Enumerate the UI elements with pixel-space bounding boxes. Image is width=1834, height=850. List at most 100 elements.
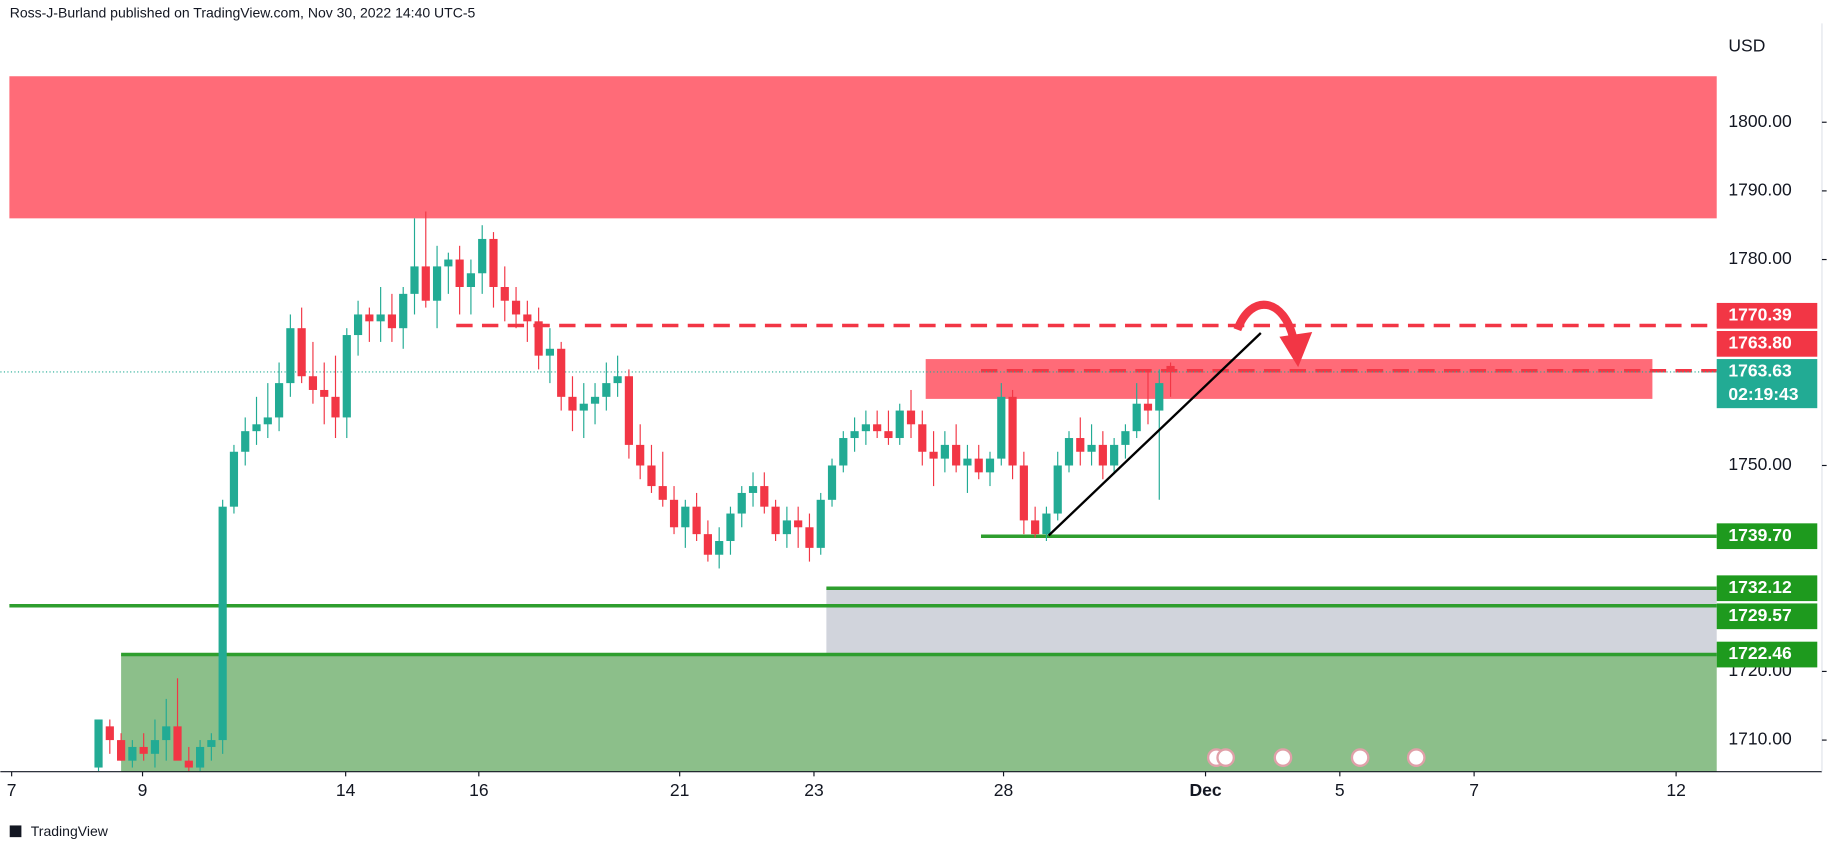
candle-body xyxy=(579,403,588,411)
price-tag xyxy=(1716,359,1818,409)
price-tag-label: 1732.12 xyxy=(1728,577,1792,597)
arrow-body xyxy=(1233,300,1298,341)
candle-body xyxy=(568,396,577,411)
candle-body xyxy=(794,520,803,528)
price-tag-label: 1722.46 xyxy=(1728,643,1792,663)
event-icons xyxy=(1206,748,1426,767)
candle-body xyxy=(274,383,284,418)
zone xyxy=(121,654,1717,772)
candle-body xyxy=(342,335,351,418)
candle-body xyxy=(252,424,261,432)
candle-body xyxy=(669,499,679,528)
price-tag-label: 1763.63 xyxy=(1728,361,1792,381)
candle-body xyxy=(692,506,701,535)
candle-body xyxy=(455,259,464,287)
zone xyxy=(826,588,1717,655)
x-tick-label: 16 xyxy=(469,780,488,800)
candle-body xyxy=(117,740,126,761)
zone xyxy=(9,76,1717,219)
y-tick-label: 1790.00 xyxy=(1728,180,1792,200)
candle-body xyxy=(906,410,916,425)
candle-body xyxy=(602,383,611,397)
candle-body xyxy=(523,314,532,322)
x-tick-label: 23 xyxy=(804,780,823,800)
candle-body xyxy=(1110,444,1119,466)
price-tag-label: 1739.70 xyxy=(1728,525,1792,545)
countdown-label: 02:19:43 xyxy=(1728,384,1798,404)
candle-body xyxy=(1166,365,1175,372)
x-tick-label: 21 xyxy=(670,780,689,800)
candle-body xyxy=(985,458,995,473)
currency-label: USD xyxy=(1728,35,1765,55)
candle-body xyxy=(263,417,272,425)
x-tick-label: 28 xyxy=(994,780,1013,800)
candle-body xyxy=(658,486,667,500)
candle-body xyxy=(173,726,182,761)
zone xyxy=(925,359,1653,399)
candle-body xyxy=(782,520,791,535)
candle-body xyxy=(94,719,103,768)
candle-body xyxy=(760,486,769,507)
x-tick-label: 7 xyxy=(7,780,17,800)
brand-name: TradingView xyxy=(31,823,109,839)
event-icon[interactable] xyxy=(1406,748,1426,767)
candle-body xyxy=(647,465,656,487)
candle-body xyxy=(839,438,848,466)
candle-body xyxy=(850,431,859,439)
candle-body xyxy=(1019,465,1028,521)
candle-body xyxy=(545,348,555,356)
candle-body xyxy=(207,740,216,747)
candle-body xyxy=(297,328,306,377)
brand: TradingView xyxy=(9,823,109,839)
arrow-head xyxy=(1279,332,1313,368)
candle-body xyxy=(703,534,712,555)
candle-body xyxy=(511,300,521,315)
candle-body xyxy=(320,389,329,397)
candle-body xyxy=(128,746,137,761)
event-icon[interactable] xyxy=(1216,748,1236,767)
candle-body xyxy=(308,376,318,390)
candle-body xyxy=(726,513,735,542)
price-tag xyxy=(1716,575,1818,602)
candle-body xyxy=(500,286,509,301)
price-tag-label: 1729.57 xyxy=(1728,605,1791,625)
candle-body xyxy=(444,259,453,267)
candle-body xyxy=(827,465,837,500)
candle-body xyxy=(229,451,239,507)
candle-body xyxy=(1155,383,1164,411)
candle-body xyxy=(557,348,566,397)
candle-body xyxy=(884,431,893,439)
candle-body xyxy=(681,506,690,528)
candle-body xyxy=(1042,513,1051,535)
y-tick-label: 1710.00 xyxy=(1728,729,1792,749)
candle-body xyxy=(286,328,295,384)
candle-body xyxy=(399,293,408,329)
y-tick-label: 1750.00 xyxy=(1728,454,1792,474)
price-tag xyxy=(1716,302,1818,329)
event-icon[interactable] xyxy=(1273,748,1293,767)
plot-area xyxy=(0,76,1717,772)
price-tag xyxy=(1716,523,1818,550)
candle-body xyxy=(1121,431,1130,445)
price-tag xyxy=(1716,330,1818,357)
candle-body xyxy=(331,396,340,418)
x-tick-label: 9 xyxy=(138,780,148,800)
candle-body xyxy=(748,486,758,493)
candle-body xyxy=(590,396,600,404)
candle-body xyxy=(139,746,148,754)
curved-arrow xyxy=(1233,300,1313,368)
candle-body xyxy=(816,499,825,548)
candle-body xyxy=(387,314,397,329)
price-tag xyxy=(1716,641,1818,668)
candle-body xyxy=(873,424,882,432)
candle-body xyxy=(737,492,746,514)
candle-body xyxy=(974,458,983,473)
candle-body xyxy=(895,410,904,439)
event-icon[interactable] xyxy=(1350,748,1370,767)
candle-body xyxy=(162,726,171,741)
brand-logo xyxy=(9,825,22,838)
price-tag-label: 1770.39 xyxy=(1728,304,1792,324)
x-tick-label: Dec xyxy=(1189,780,1221,800)
